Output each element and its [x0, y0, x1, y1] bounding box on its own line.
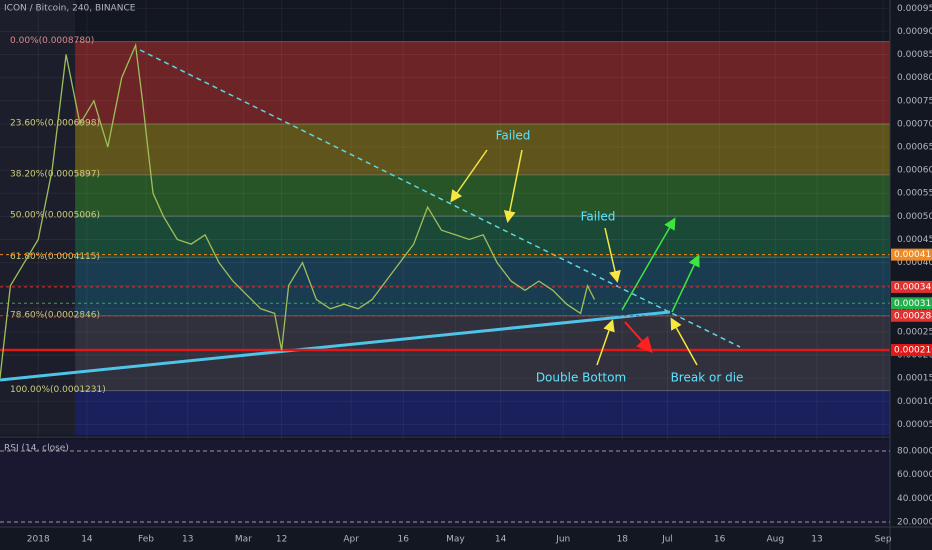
y-tick-label: 0.0004500 — [897, 235, 932, 245]
arrow — [624, 321, 653, 353]
y-tick-label: 0.0005000 — [897, 212, 932, 222]
fib-band — [75, 174, 890, 217]
price-tag-label: 0.0003473 — [894, 282, 932, 292]
arrow — [503, 149, 523, 223]
rsi-title: RSI (14, close) — [4, 444, 69, 454]
price-tag — [891, 280, 932, 293]
y-tick-label: 40.0000 — [897, 494, 932, 504]
arrow — [621, 217, 676, 311]
fib-band — [75, 390, 890, 435]
x-tick-label: 14 — [81, 535, 93, 545]
y-tick-label: 0.0008500 — [897, 50, 932, 60]
fib-label: 61.80%(0.0004115) — [10, 252, 100, 262]
x-tick-label: 16 — [398, 535, 410, 545]
price-tag — [891, 248, 932, 261]
x-tick-label: 12 — [276, 535, 287, 545]
x-tick-label: Feb — [138, 535, 154, 545]
y-tick-label: 0.0001500 — [897, 374, 932, 384]
fib-band — [75, 41, 890, 124]
rsi-pane — [0, 440, 890, 525]
fib-band — [75, 315, 890, 391]
y-tick-label: 0.0001000 — [897, 397, 932, 407]
arrow — [671, 254, 700, 313]
arrow — [596, 319, 615, 366]
x-tick-label: Jun — [555, 535, 570, 545]
fib-label: 38.20%(0.0005897) — [10, 169, 100, 179]
x-tick-label: 18 — [617, 535, 629, 545]
y-tick-label: 0.0002500 — [897, 327, 932, 337]
x-tick-label: Apr — [343, 535, 359, 545]
y-tick-label: 0.0009000 — [897, 27, 932, 37]
x-tick-label: 14 — [495, 535, 507, 545]
arrow — [604, 227, 621, 283]
arrow — [450, 149, 488, 203]
x-tick-label: Sep — [875, 535, 892, 545]
arrow — [670, 317, 698, 366]
annotation: Break or die — [671, 371, 744, 385]
price-tag-label: 0.0004172 — [894, 250, 932, 260]
price-tag — [891, 344, 932, 357]
fib-label: 23.60%(0.0006998) — [10, 118, 100, 128]
series-line — [0, 42, 596, 379]
left-shade — [0, 0, 76, 435]
y-tick-label: 0.0006000 — [897, 166, 932, 176]
y-tick-label: 0.0004000 — [897, 258, 932, 268]
annotation: Double Bottom — [536, 371, 626, 385]
fib-label: 0.00%(0.0008780) — [10, 36, 94, 46]
chart-title: ICON / Bitcoin, 240, BINANCE — [4, 4, 136, 14]
x-tick-label: 16 — [714, 535, 726, 545]
trend-line — [139, 49, 741, 348]
x-tick-label: 13 — [182, 535, 193, 545]
y-tick-label: 20.0000 — [897, 518, 932, 528]
x-tick-label: 13 — [811, 535, 822, 545]
y-tick-label: 80.0000 — [897, 447, 932, 457]
y-tick-label: 0.0008000 — [897, 73, 932, 83]
support-line — [0, 310, 671, 382]
y-tick-label: 0.0006500 — [897, 143, 932, 153]
fib-label: 50.00%(0.0005006) — [10, 211, 100, 221]
y-tick-label: 0.0007500 — [897, 96, 932, 106]
annotation: Failed — [496, 129, 531, 143]
fib-band — [75, 216, 890, 258]
y-tick-label: 0.0009500 — [897, 4, 932, 14]
price-tag — [891, 297, 932, 310]
y-tick-label: 0.0000500 — [897, 420, 932, 430]
y-tick-label: 0.0003000 — [897, 304, 932, 314]
price-tag — [891, 309, 932, 322]
x-tick-label: 2018 — [27, 535, 50, 545]
price-tag-label: 0.0003119 — [894, 299, 932, 309]
fib-label: 100.00%(0.0001231) — [10, 385, 106, 395]
x-tick-label: May — [446, 535, 465, 545]
x-tick-label: Jul — [661, 535, 673, 545]
y-tick-label: 60.0000 — [897, 470, 932, 480]
annotation: Failed — [581, 210, 616, 224]
y-tick-label: 0.0007000 — [897, 119, 932, 129]
fib-band — [75, 123, 890, 175]
price-tag-label: 0.0002108 — [894, 346, 932, 356]
y-tick-label: 0.0005500 — [897, 189, 932, 199]
price-tag-label: 0.0002849 — [894, 311, 932, 321]
x-tick-label: Mar — [235, 535, 252, 545]
x-tick-label: Aug — [766, 535, 784, 545]
